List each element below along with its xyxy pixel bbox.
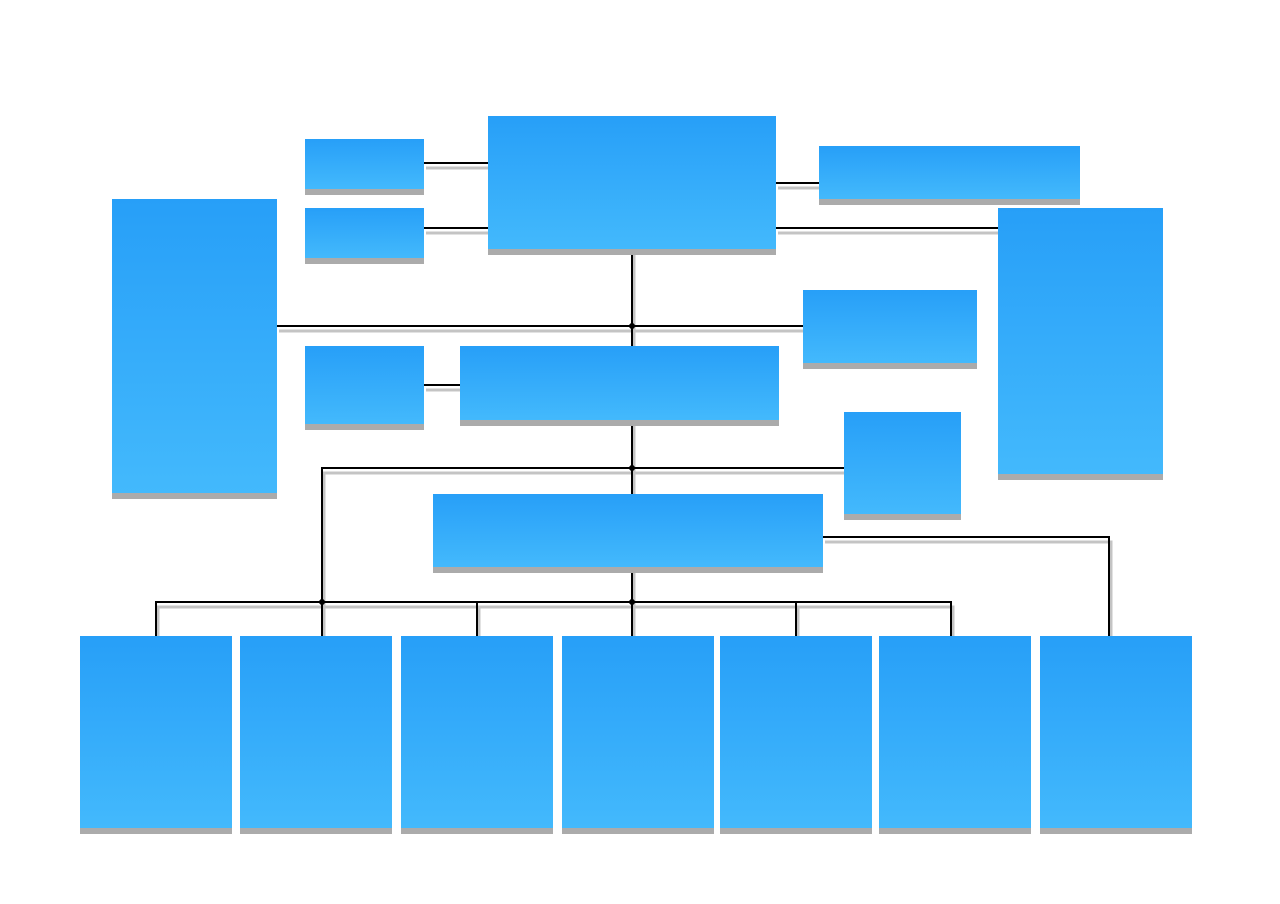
box-shadow [305, 189, 424, 195]
box-shadow [112, 493, 277, 499]
right-tall-box [998, 208, 1163, 480]
connector-line [321, 467, 844, 636]
box-shadow [305, 424, 424, 430]
box-shadow [401, 828, 553, 834]
right-small-box [844, 412, 961, 520]
top-left-small-box-2 [305, 208, 424, 264]
box-shadow [879, 828, 1031, 834]
connectors [155, 162, 1110, 636]
mid-right-box [803, 290, 977, 369]
lower-wide-box [433, 494, 823, 573]
mid-left-small-box [305, 346, 424, 430]
box-shadow [819, 199, 1080, 205]
connector-shadow [825, 540, 1113, 641]
box-fill [720, 636, 872, 828]
box-fill [80, 636, 232, 828]
box-fill [879, 636, 1031, 828]
box-shadow [488, 249, 776, 255]
box-fill [305, 139, 424, 189]
connector-line [155, 601, 952, 636]
box-shadow [80, 828, 232, 834]
box-fill [562, 636, 714, 828]
box-fill [401, 636, 553, 828]
box-fill [488, 116, 776, 249]
connector-shadow [322, 471, 846, 641]
box-shadow [460, 420, 779, 426]
connector-shadows [156, 166, 1113, 641]
box-shadow [433, 567, 823, 573]
box-fill [305, 208, 424, 258]
box-fill [819, 146, 1080, 199]
junction-dot [318, 598, 326, 606]
box-fill [112, 199, 277, 493]
bottom-box-7 [1040, 636, 1192, 834]
middle-box [460, 346, 779, 426]
top-right-wide-box [819, 146, 1080, 205]
box-shadow [562, 828, 714, 834]
bottom-box-1 [80, 636, 232, 834]
box-shadow [844, 514, 961, 520]
junction-dot [628, 322, 636, 330]
box-fill [1040, 636, 1192, 828]
boxes [80, 116, 1192, 834]
box-fill [305, 346, 424, 424]
box-fill [460, 346, 779, 420]
box-fill [803, 290, 977, 363]
box-shadow [803, 363, 977, 369]
connector-shadow [156, 605, 955, 641]
bottom-box-5 [720, 636, 872, 834]
box-shadow [998, 474, 1163, 480]
bottom-box-4 [562, 636, 714, 834]
bottom-box-2 [240, 636, 392, 834]
top-center-box [488, 116, 776, 255]
box-shadow [1040, 828, 1192, 834]
box-shadow [305, 258, 424, 264]
box-fill [998, 208, 1163, 474]
box-shadow [720, 828, 872, 834]
bottom-box-3 [401, 636, 553, 834]
left-tall-box [112, 199, 277, 499]
box-fill [433, 494, 823, 567]
box-fill [844, 412, 961, 514]
connector-line [823, 536, 1110, 636]
box-shadow [240, 828, 392, 834]
junction-dot [628, 464, 636, 472]
bottom-box-6 [879, 636, 1031, 834]
box-fill [240, 636, 392, 828]
junction-dot [628, 598, 636, 606]
top-left-small-box-1 [305, 139, 424, 195]
junctions [318, 322, 636, 606]
